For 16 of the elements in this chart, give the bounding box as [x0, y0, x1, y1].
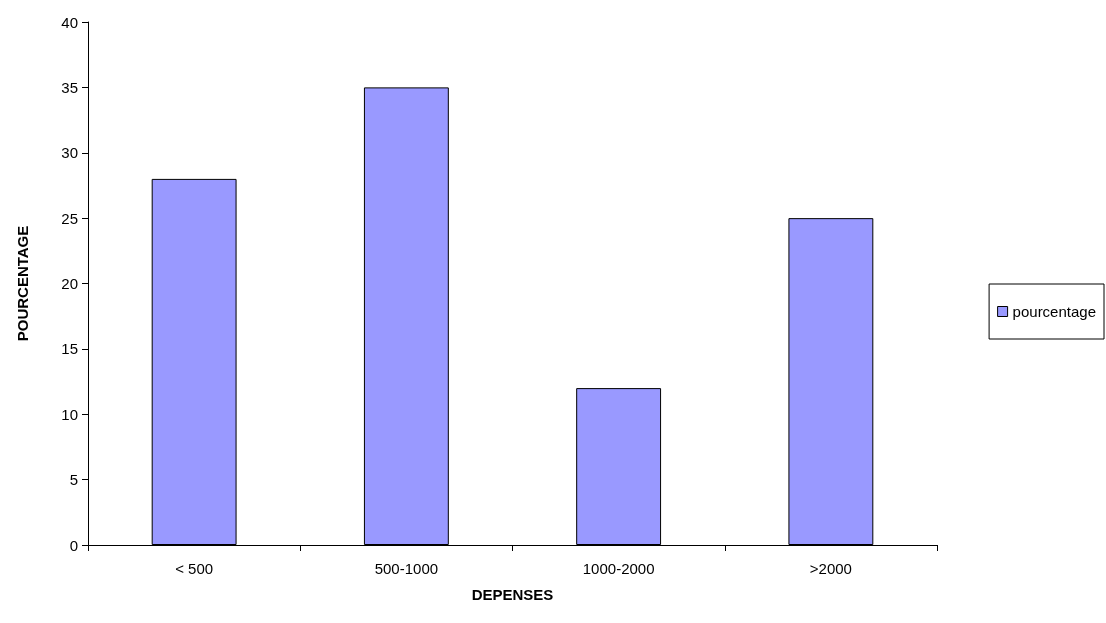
x-axis-title: DEPENSES	[471, 586, 554, 603]
x-tick-label: 500-1000	[374, 560, 439, 577]
y-tick-label: 35	[61, 78, 78, 96]
y-tick-label: 5	[69, 471, 78, 489]
y-axis-title: POURCENTAGE	[14, 225, 31, 342]
x-tick-label: 1000-2000	[582, 560, 655, 577]
y-tick-label: 40	[61, 13, 78, 31]
x-tick-label: >2000	[809, 560, 852, 577]
legend-label: pourcentage	[1012, 303, 1097, 320]
y-tick-label: 30	[61, 144, 78, 162]
y-tick-label: 10	[61, 405, 78, 423]
y-tick-label: 20	[61, 275, 78, 292]
y-tick-label: 15	[61, 340, 78, 358]
y-tick-label: 25	[61, 209, 78, 227]
x-tick-label: < 500	[175, 560, 214, 577]
y-tick-label: 0	[69, 536, 78, 554]
